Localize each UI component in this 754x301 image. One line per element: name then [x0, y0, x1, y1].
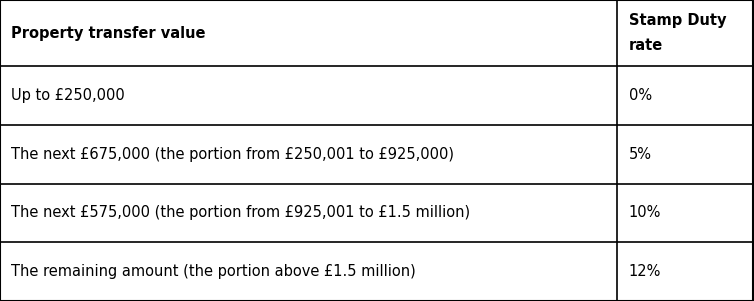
Text: 0%: 0%	[629, 88, 651, 103]
Text: The next £575,000 (the portion from £925,001 to £1.5 million): The next £575,000 (the portion from £925…	[11, 206, 470, 220]
Text: Property transfer value: Property transfer value	[11, 26, 206, 41]
Text: 5%: 5%	[629, 147, 651, 162]
Text: The next £675,000 (the portion from £250,001 to £925,000): The next £675,000 (the portion from £250…	[11, 147, 455, 162]
Text: The remaining amount (the portion above £1.5 million): The remaining amount (the portion above …	[11, 264, 416, 279]
Text: Up to £250,000: Up to £250,000	[11, 88, 125, 103]
Text: 10%: 10%	[629, 206, 661, 220]
Text: 12%: 12%	[629, 264, 661, 279]
Text: Stamp Duty
rate: Stamp Duty rate	[629, 13, 726, 53]
